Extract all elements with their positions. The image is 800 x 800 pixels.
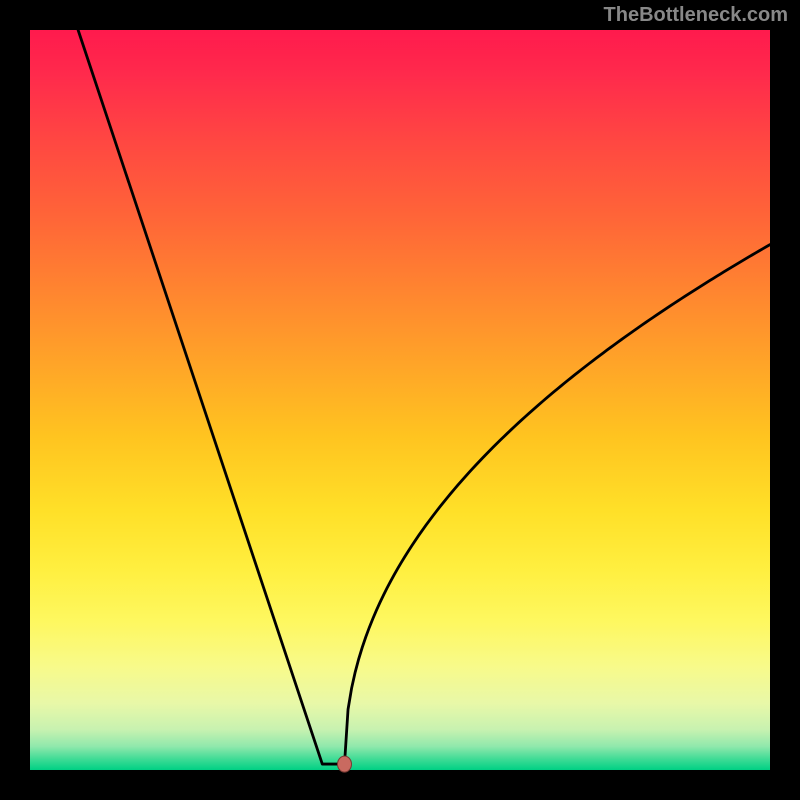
chart-container: TheBottleneck.com (0, 0, 800, 800)
watermark-text: TheBottleneck.com (604, 4, 788, 27)
plot-background-gradient (30, 30, 770, 770)
bottleneck-chart (0, 0, 800, 800)
minimum-marker (338, 756, 352, 772)
